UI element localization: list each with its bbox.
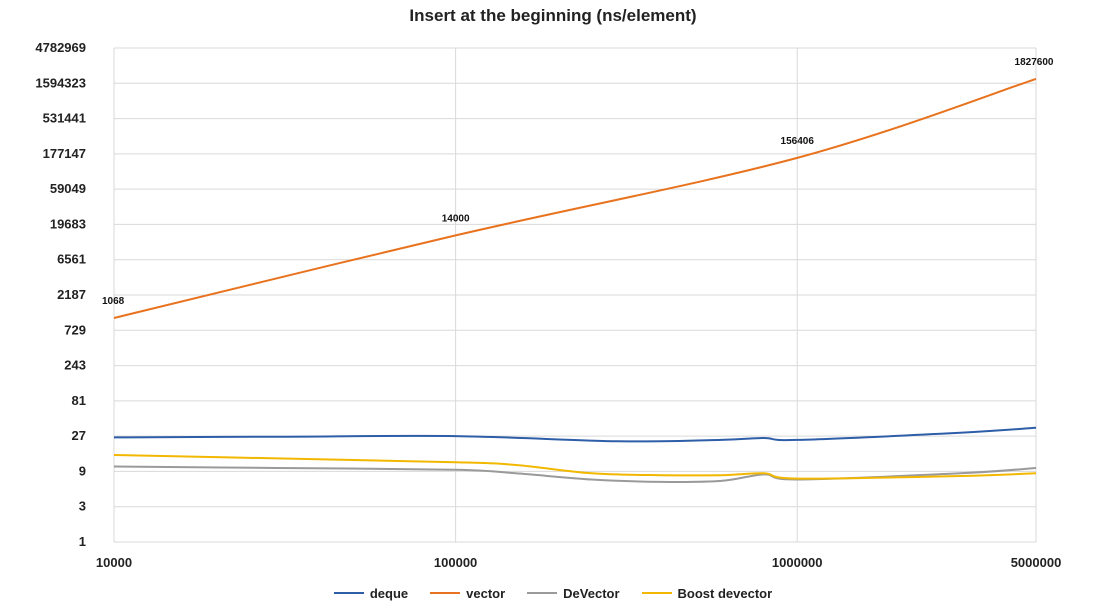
legend-label: vector [466, 585, 506, 601]
y-tick-label: 1 [79, 534, 86, 549]
legend-item-devector: DeVector [527, 585, 620, 601]
legend: deque vector DeVector Boost devector [0, 582, 1106, 601]
legend-swatch [333, 592, 364, 594]
chart-title: Insert at the beginning (ns/element) [409, 6, 697, 25]
legend-swatch [641, 592, 672, 594]
x-tick-label: 10000 [96, 555, 132, 570]
legend-item-deque: deque [333, 585, 409, 601]
y-tick-label: 27 [72, 428, 86, 443]
legend-swatch [430, 592, 461, 594]
legend-label: Boost devector [677, 585, 773, 601]
data-label: 156406 [781, 136, 815, 147]
y-tick-label: 4782969 [35, 40, 86, 55]
y-tick-label: 81 [72, 393, 86, 408]
y-tick-label: 1594323 [35, 75, 86, 90]
legend-label: deque [369, 585, 409, 601]
legend-label: DeVector [563, 585, 620, 601]
data-label: 1827600 [1015, 57, 1054, 68]
x-tick-label: 1000000 [772, 555, 823, 570]
y-tick-label: 3 [79, 499, 86, 514]
data-label: 1068 [102, 296, 125, 307]
x-tick-label: 100000 [434, 555, 477, 570]
legend-item-boost-devector: Boost devector [641, 585, 773, 601]
y-tick-label: 2187 [57, 287, 86, 302]
legend-swatch [527, 592, 558, 594]
series-line-vector [113, 77, 1037, 319]
legend-item-vector: vector [430, 586, 505, 601]
y-tick-label: 6561 [57, 252, 86, 267]
y-tick-label: 243 [64, 358, 86, 373]
y-tick-label: 9 [79, 463, 86, 478]
data-label: 14000 [442, 213, 470, 224]
series-line-boost-devector [113, 454, 1037, 480]
series-line-deque [113, 426, 1037, 443]
y-tick-label: 59049 [50, 181, 86, 196]
y-tick-label: 531441 [43, 111, 86, 126]
y-tick-label: 729 [64, 322, 86, 337]
x-tick-label: 5000000 [1011, 555, 1062, 570]
y-tick-label: 19683 [50, 216, 86, 231]
y-tick-label: 177147 [43, 146, 86, 161]
series-line-devector [113, 465, 1037, 484]
